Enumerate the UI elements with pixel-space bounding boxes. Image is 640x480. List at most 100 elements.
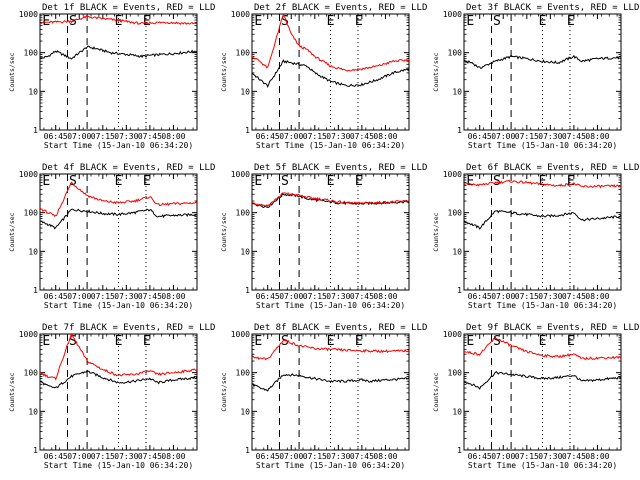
panel-title: Det 6f BLACK = Events, RED = LLD <box>466 163 639 173</box>
x-tick-label: 07:30 <box>326 132 350 141</box>
x-axis-title: Start Time (15-Jan-10 06:34:20) <box>256 141 405 150</box>
plot-frame <box>39 333 198 451</box>
event-marker-label: E <box>567 334 575 349</box>
event-marker-label: E <box>539 174 547 189</box>
detector-panel: Det 8f BLACK = Events, RED = LLD 1 10 100 10… <box>220 323 427 470</box>
x-tick-label: 07:15 <box>515 292 539 301</box>
y-tick-label: 100 <box>24 369 39 378</box>
lld-series-line <box>40 15 197 26</box>
x-tick-label: 08:00 <box>585 292 609 301</box>
x-tick-label: 07:45 <box>350 132 374 141</box>
x-tick-label: 08:00 <box>585 452 609 461</box>
event-marker-label: E <box>254 334 262 349</box>
detector-panel: Det 2f BLACK = Events, RED = LLD 1 10 100 10… <box>220 3 427 150</box>
y-tick-label: 1 <box>457 286 462 295</box>
y-axis-title: Counts/sec <box>432 212 440 251</box>
x-tick-label: 07:45 <box>562 132 586 141</box>
events-series-line <box>464 210 621 230</box>
x-tick-label: 07:15 <box>91 452 115 461</box>
event-marker-label: E <box>466 174 474 189</box>
y-tick-label: 100 <box>448 49 463 58</box>
x-tick-label: 06:45 <box>44 292 68 301</box>
x-axis-title: Start Time (15-Jan-10 06:34:20) <box>44 141 193 150</box>
x-tick-label: 08:00 <box>373 132 397 141</box>
y-tick-label: 1000 <box>231 330 250 339</box>
event-marker-label: S <box>493 334 501 349</box>
lld-series-line <box>252 192 409 208</box>
x-axis-title: Start Time (15-Jan-10 06:34:20) <box>468 461 617 470</box>
x-tick-label: 07:00 <box>491 132 515 141</box>
y-tick-label: 1 <box>33 446 38 455</box>
x-tick-label: 06:45 <box>256 132 280 141</box>
event-marker-label: E <box>539 14 547 29</box>
x-tick-label: 07:15 <box>91 132 115 141</box>
event-marker-label: S <box>281 14 289 29</box>
plot-frame <box>39 173 198 291</box>
events-series-line <box>40 208 197 230</box>
x-tick-label: 07:30 <box>326 452 350 461</box>
plot-frame <box>251 173 410 291</box>
y-tick-label: 100 <box>24 209 39 218</box>
event-marker-label: E <box>42 174 50 189</box>
y-tick-label: 10 <box>240 407 250 416</box>
x-tick-label: 07:45 <box>350 452 374 461</box>
y-tick-label: 1000 <box>443 10 462 19</box>
event-marker-label: S <box>69 334 77 349</box>
panel-title: Det 4f BLACK = Events, RED = LLD <box>42 163 215 173</box>
panel-title: Det 5f BLACK = Events, RED = LLD <box>254 163 427 173</box>
lld-series-line <box>252 339 409 361</box>
x-tick-label: 08:00 <box>161 292 185 301</box>
y-axis-title: Counts/sec <box>8 52 16 91</box>
x-tick-label: 08:00 <box>373 292 397 301</box>
panel-title: Det 9f BLACK = Events, RED = LLD <box>466 323 639 333</box>
y-tick-label: 100 <box>448 369 463 378</box>
y-tick-label: 1000 <box>19 170 38 179</box>
x-axis-title: Start Time (15-Jan-10 06:34:20) <box>468 141 617 150</box>
y-axis-title: Counts/sec <box>432 372 440 411</box>
x-tick-label: 07:00 <box>279 452 303 461</box>
detector-panel: Det 6f BLACK = Events, RED = LLD 1 10 100 10… <box>432 163 639 310</box>
event-marker-label: S <box>281 334 289 349</box>
event-marker-label: E <box>254 174 262 189</box>
y-tick-label: 1 <box>245 446 250 455</box>
y-tick-label: 1000 <box>19 330 38 339</box>
y-axis-title: Counts/sec <box>220 212 228 251</box>
lld-series-line <box>40 334 197 381</box>
y-axis-title: Counts/sec <box>8 212 16 251</box>
y-tick-label: 100 <box>24 49 39 58</box>
x-tick-label: 07:00 <box>67 132 91 141</box>
x-tick-label: 07:30 <box>114 292 138 301</box>
y-tick-label: 1 <box>33 126 38 135</box>
x-tick-label: 06:45 <box>468 292 492 301</box>
events-series-line <box>252 373 409 392</box>
x-tick-label: 06:45 <box>468 452 492 461</box>
event-marker-label: E <box>355 14 363 29</box>
y-tick-label: 10 <box>28 407 38 416</box>
lld-series-line <box>464 179 621 189</box>
x-tick-label: 07:30 <box>538 132 562 141</box>
y-tick-label: 100 <box>236 369 251 378</box>
x-axis-title: Start Time (15-Jan-10 06:34:20) <box>44 461 193 470</box>
panel-title: Det 1f BLACK = Events, RED = LLD <box>42 3 215 13</box>
x-axis-title: Start Time (15-Jan-10 06:34:20) <box>44 301 193 310</box>
y-axis-title: Counts/sec <box>432 52 440 91</box>
y-tick-label: 100 <box>236 209 251 218</box>
y-tick-label: 10 <box>452 407 462 416</box>
event-marker-label: E <box>466 14 474 29</box>
lld-series-line <box>464 336 621 361</box>
x-tick-label: 07:00 <box>67 452 91 461</box>
y-tick-label: 1000 <box>443 330 462 339</box>
y-tick-label: 1000 <box>231 170 250 179</box>
event-marker-label: E <box>327 174 335 189</box>
plot-frame <box>463 13 622 131</box>
x-axis-title: Start Time (15-Jan-10 06:34:20) <box>256 461 405 470</box>
x-tick-label: 07:30 <box>114 132 138 141</box>
plot-frame <box>463 333 622 451</box>
x-tick-label: 07:15 <box>515 452 539 461</box>
y-tick-label: 100 <box>236 49 251 58</box>
event-marker-label: E <box>143 174 151 189</box>
event-marker-label: S <box>69 174 77 189</box>
y-tick-label: 100 <box>448 209 463 218</box>
x-tick-label: 07:00 <box>279 292 303 301</box>
